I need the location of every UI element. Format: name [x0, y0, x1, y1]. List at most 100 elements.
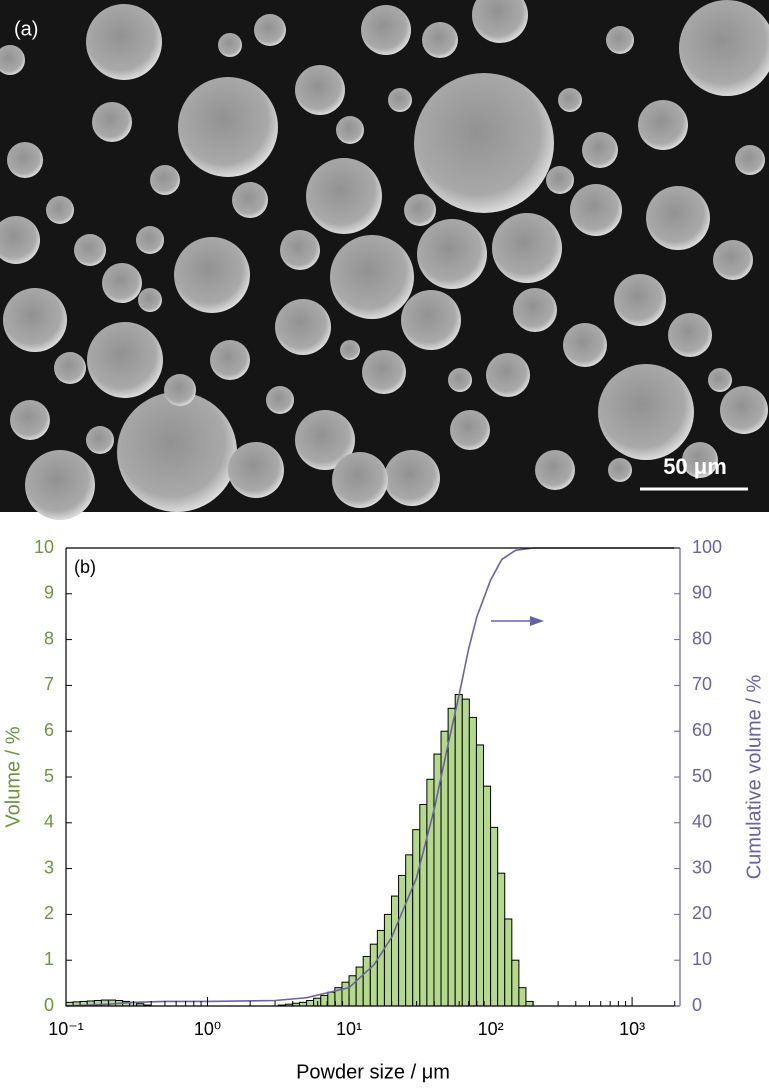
particle	[228, 442, 284, 498]
particle	[210, 340, 250, 380]
bar	[362, 956, 371, 1007]
particle	[513, 288, 557, 332]
bar	[412, 829, 421, 1007]
particle	[546, 166, 574, 194]
bar	[468, 716, 477, 1007]
particle	[92, 102, 132, 142]
x-tick-label: 10⁻¹	[48, 1019, 84, 1039]
particle	[606, 26, 634, 54]
particle	[54, 352, 86, 384]
particle	[46, 196, 74, 224]
y-tick-label: 10	[34, 537, 54, 557]
bar	[369, 943, 378, 1007]
x-tick-label: 10²	[478, 1019, 504, 1039]
particle	[0, 45, 25, 75]
sem-image	[0, 0, 769, 520]
particle	[164, 374, 196, 406]
y-tick-label: 8	[44, 628, 54, 648]
particle	[280, 230, 320, 270]
bar	[525, 1000, 534, 1007]
particle	[138, 288, 162, 312]
particle	[332, 452, 388, 508]
particle	[472, 0, 528, 43]
particle	[448, 368, 472, 392]
bar	[383, 913, 392, 1007]
particle	[136, 226, 164, 254]
bar	[348, 975, 357, 1007]
y-tick-label: 2	[44, 903, 54, 923]
x-axis-title: Powder size / μm	[296, 1061, 450, 1083]
y2-axis-title: Cumulative volume / %	[743, 675, 765, 880]
annotation: (b)	[74, 557, 96, 577]
particle	[0, 216, 40, 264]
x-tick-label: 10¹	[336, 1019, 362, 1039]
panel-label: (a)	[14, 18, 38, 40]
particle	[86, 4, 162, 80]
particle	[486, 353, 530, 397]
bar	[405, 854, 414, 1007]
particle	[362, 350, 406, 394]
bar	[355, 966, 364, 1007]
particle	[7, 142, 43, 178]
particle	[414, 73, 554, 213]
particle	[295, 65, 345, 115]
bar	[475, 744, 485, 1007]
particle	[708, 368, 732, 392]
bar	[419, 803, 428, 1007]
arrow-head	[530, 616, 544, 626]
particle	[174, 237, 250, 313]
y2-tick-label: 10	[692, 949, 712, 969]
particle	[608, 458, 632, 482]
particle	[74, 234, 106, 266]
particle	[417, 219, 487, 289]
particle	[404, 194, 436, 226]
particle	[266, 386, 294, 414]
y2-tick-label: 80	[692, 628, 712, 648]
y2-tick-label: 30	[692, 857, 712, 877]
particle	[336, 116, 364, 144]
y-tick-label: 1	[44, 949, 54, 969]
particle	[682, 442, 718, 478]
particle	[638, 100, 688, 150]
particle	[330, 235, 414, 319]
y-tick-label: 7	[44, 674, 54, 694]
bar	[390, 895, 400, 1007]
y-tick-label: 5	[44, 766, 54, 786]
bar	[454, 694, 463, 1007]
particle	[735, 145, 765, 175]
particle	[558, 88, 582, 112]
particle	[646, 186, 710, 250]
particle	[340, 340, 360, 360]
particle	[614, 274, 666, 326]
x-tick-label: 10³	[619, 1019, 645, 1039]
y2-tick-label: 90	[692, 583, 712, 603]
particle	[3, 288, 67, 352]
particle	[401, 290, 461, 350]
particle	[361, 5, 411, 55]
particle	[87, 322, 163, 398]
y-tick-label: 3	[44, 857, 54, 877]
particle	[720, 386, 768, 434]
y2-tick-label: 50	[692, 766, 712, 786]
y2-tick-label: 100	[692, 537, 722, 557]
bar	[306, 1000, 315, 1007]
particle	[150, 165, 180, 195]
y-tick-label: 4	[44, 812, 54, 832]
y-tick-label: 0	[44, 995, 54, 1015]
cumulative-line	[65, 547, 680, 1007]
particle	[582, 132, 618, 168]
particle	[295, 410, 355, 470]
bar	[483, 785, 492, 1007]
particle	[563, 323, 607, 367]
particle	[450, 410, 490, 450]
particle	[102, 263, 142, 303]
y2-tick-label: 40	[692, 812, 712, 832]
y-tick-label: 9	[44, 583, 54, 603]
particle	[668, 313, 712, 357]
particle	[218, 33, 242, 57]
particle	[232, 182, 268, 218]
particle	[535, 450, 575, 490]
bar	[490, 826, 499, 1007]
